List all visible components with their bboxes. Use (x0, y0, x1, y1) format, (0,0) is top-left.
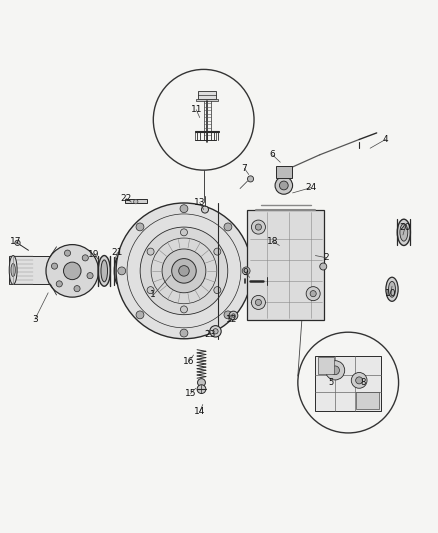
Circle shape (224, 223, 232, 231)
Circle shape (356, 377, 363, 384)
Circle shape (214, 248, 221, 255)
Circle shape (251, 295, 265, 310)
Text: 5: 5 (328, 378, 333, 387)
Circle shape (198, 378, 205, 386)
Ellipse shape (400, 223, 408, 241)
Polygon shape (198, 91, 216, 99)
Circle shape (180, 306, 187, 313)
Text: 22: 22 (120, 194, 132, 203)
Circle shape (64, 262, 81, 280)
Bar (318, 358, 334, 374)
Text: 8: 8 (361, 378, 366, 387)
Text: 23: 23 (205, 330, 216, 340)
Circle shape (162, 249, 206, 293)
Text: 20: 20 (399, 223, 411, 231)
Polygon shape (196, 99, 218, 101)
Polygon shape (247, 209, 324, 320)
Text: 2: 2 (324, 253, 329, 262)
Circle shape (179, 265, 189, 276)
Ellipse shape (389, 281, 396, 297)
Circle shape (74, 286, 80, 292)
Circle shape (87, 272, 93, 279)
Bar (315, 356, 381, 411)
Text: 19: 19 (88, 250, 100, 259)
Bar (125, 199, 147, 204)
Circle shape (147, 248, 154, 255)
Text: 12: 12 (226, 316, 238, 325)
Circle shape (201, 206, 208, 213)
Circle shape (64, 250, 71, 256)
Circle shape (46, 245, 99, 297)
Circle shape (320, 263, 327, 270)
Text: 7: 7 (241, 164, 247, 173)
Circle shape (134, 199, 138, 204)
Circle shape (197, 385, 206, 393)
Text: 3: 3 (32, 314, 38, 324)
Circle shape (51, 263, 57, 269)
Text: 11: 11 (191, 105, 202, 114)
Circle shape (279, 181, 288, 190)
Ellipse shape (98, 255, 110, 286)
Ellipse shape (114, 257, 124, 285)
Circle shape (136, 311, 144, 319)
Circle shape (15, 240, 20, 246)
Text: 9: 9 (243, 268, 249, 277)
Circle shape (147, 287, 154, 294)
Circle shape (310, 290, 316, 297)
Text: 1: 1 (150, 290, 156, 300)
Circle shape (56, 281, 62, 287)
Circle shape (242, 267, 250, 275)
Ellipse shape (117, 262, 122, 280)
Text: 15: 15 (185, 389, 196, 398)
Bar (276, 166, 292, 178)
Circle shape (118, 267, 126, 275)
Text: 21: 21 (112, 248, 123, 257)
Circle shape (136, 223, 144, 231)
Circle shape (275, 177, 293, 194)
Text: 10: 10 (385, 289, 396, 298)
Circle shape (255, 300, 261, 305)
Text: 17: 17 (10, 237, 21, 246)
Circle shape (116, 203, 252, 339)
Ellipse shape (11, 263, 15, 277)
Circle shape (180, 329, 188, 337)
Text: 4: 4 (383, 135, 388, 144)
Circle shape (224, 311, 232, 319)
Circle shape (232, 314, 235, 317)
Circle shape (214, 287, 221, 294)
Text: 6: 6 (269, 150, 276, 159)
Circle shape (210, 326, 221, 337)
Circle shape (247, 176, 254, 182)
Circle shape (180, 229, 187, 236)
Text: 13: 13 (194, 198, 205, 207)
Ellipse shape (397, 219, 410, 246)
Circle shape (82, 255, 88, 261)
Circle shape (229, 311, 238, 320)
Circle shape (180, 205, 188, 213)
Circle shape (213, 329, 218, 334)
Text: 16: 16 (183, 358, 194, 367)
Circle shape (255, 224, 261, 230)
Circle shape (251, 220, 265, 234)
Circle shape (140, 227, 228, 314)
Circle shape (325, 361, 345, 380)
Text: 18: 18 (267, 237, 278, 246)
Bar (356, 392, 379, 409)
Circle shape (306, 287, 320, 301)
Text: 24: 24 (305, 183, 317, 192)
Circle shape (172, 259, 196, 283)
Ellipse shape (101, 260, 107, 282)
Ellipse shape (9, 255, 17, 285)
Text: 14: 14 (194, 407, 205, 416)
Polygon shape (9, 255, 50, 285)
Circle shape (331, 366, 339, 375)
Circle shape (351, 373, 367, 388)
Ellipse shape (386, 277, 398, 301)
